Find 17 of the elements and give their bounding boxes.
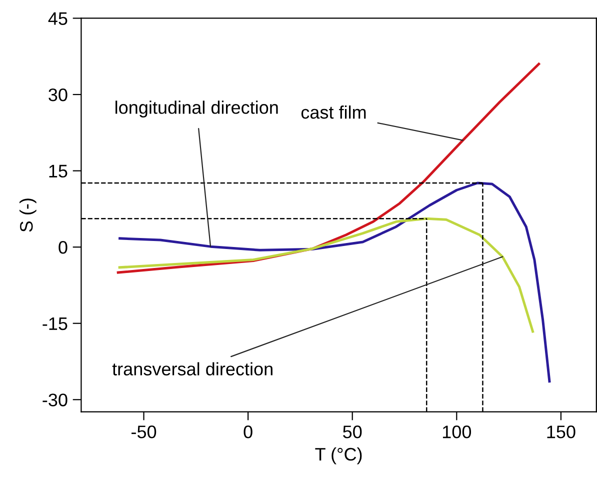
y-tick-label: -15 <box>42 317 68 330</box>
y-tick-label: 45 <box>48 12 68 25</box>
x-tick-label: 150 <box>547 426 576 438</box>
x-tick-label: 100 <box>442 426 472 438</box>
y-tick-label: 30 <box>48 88 68 102</box>
line-series <box>118 217 534 333</box>
annotation: longitudinal direction <box>116 100 278 118</box>
y-tick-label: 0 <box>58 241 68 254</box>
y-tick-label: -30 <box>42 394 68 406</box>
y-axis-title: S (-) <box>20 198 36 232</box>
annotation: transversal direction <box>112 362 272 376</box>
x-tick-label: 0 <box>244 426 252 438</box>
x-tick-label: -50 <box>132 426 156 438</box>
x-tick-label: 50 <box>343 426 362 438</box>
annotation: cast film <box>301 105 366 119</box>
x-axis-title: T (°C) <box>315 447 362 464</box>
y-tick-label: 15 <box>49 164 68 178</box>
